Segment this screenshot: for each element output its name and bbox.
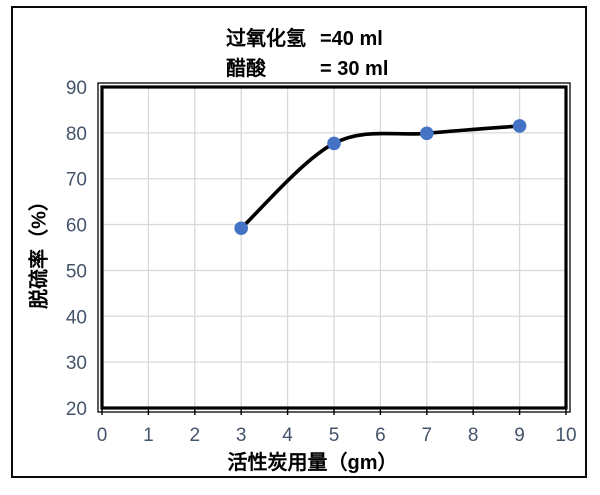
x-tick-label: 10	[555, 425, 576, 446]
data-point-marker	[512, 119, 527, 133]
x-tick-label: 6	[375, 425, 386, 446]
x-tick-label: 4	[282, 425, 293, 446]
data-line	[239, 124, 522, 231]
y-axis-title: 脱硫率（%）	[28, 191, 51, 309]
y-tick-label: 20	[66, 399, 87, 420]
y-tick-label: 90	[66, 78, 87, 99]
x-tick-label: 3	[236, 425, 247, 446]
data-point-marker	[327, 136, 341, 151]
title-reagent-1: 过氧化氢	[226, 28, 306, 50]
y-tick-label: 70	[66, 170, 87, 191]
chart-title-line-1: 过氧化氢 =40 ml	[226, 24, 388, 54]
x-axis-title-row: 活性炭用量（gm）	[0, 446, 600, 475]
y-tick-label: 40	[66, 307, 87, 328]
plot-border-outer	[97, 82, 571, 413]
chart-title-line-2: 醋酸 = 30 ml	[226, 54, 388, 84]
x-tick-label: 9	[514, 425, 525, 446]
x-tick-label: 5	[329, 425, 340, 446]
x-tick-label: 8	[468, 425, 479, 446]
y-tick-label: 60	[66, 216, 87, 237]
y-tick-label: 30	[66, 353, 87, 374]
x-tick-label: 0	[97, 425, 108, 446]
plot-border-inner	[100, 85, 568, 410]
y-tick-label: 80	[66, 124, 87, 145]
x-tick-label: 1	[143, 425, 154, 446]
data-point-marker	[234, 221, 248, 236]
data-point-marker	[420, 126, 434, 141]
title-amount-2: = 30 ml	[320, 58, 389, 80]
title-reagent-2: 醋酸	[226, 58, 266, 80]
y-tick-label: 50	[66, 261, 87, 282]
title-amount-1: =40 ml	[320, 28, 383, 50]
chart-title: 过氧化氢 =40 ml 醋酸 = 30 ml	[226, 24, 388, 84]
x-tick-label: 2	[190, 425, 201, 446]
figure-frame	[11, 6, 587, 478]
x-tick-label: 7	[422, 425, 433, 446]
x-axis-title: 活性炭用量（gm）	[227, 452, 398, 474]
